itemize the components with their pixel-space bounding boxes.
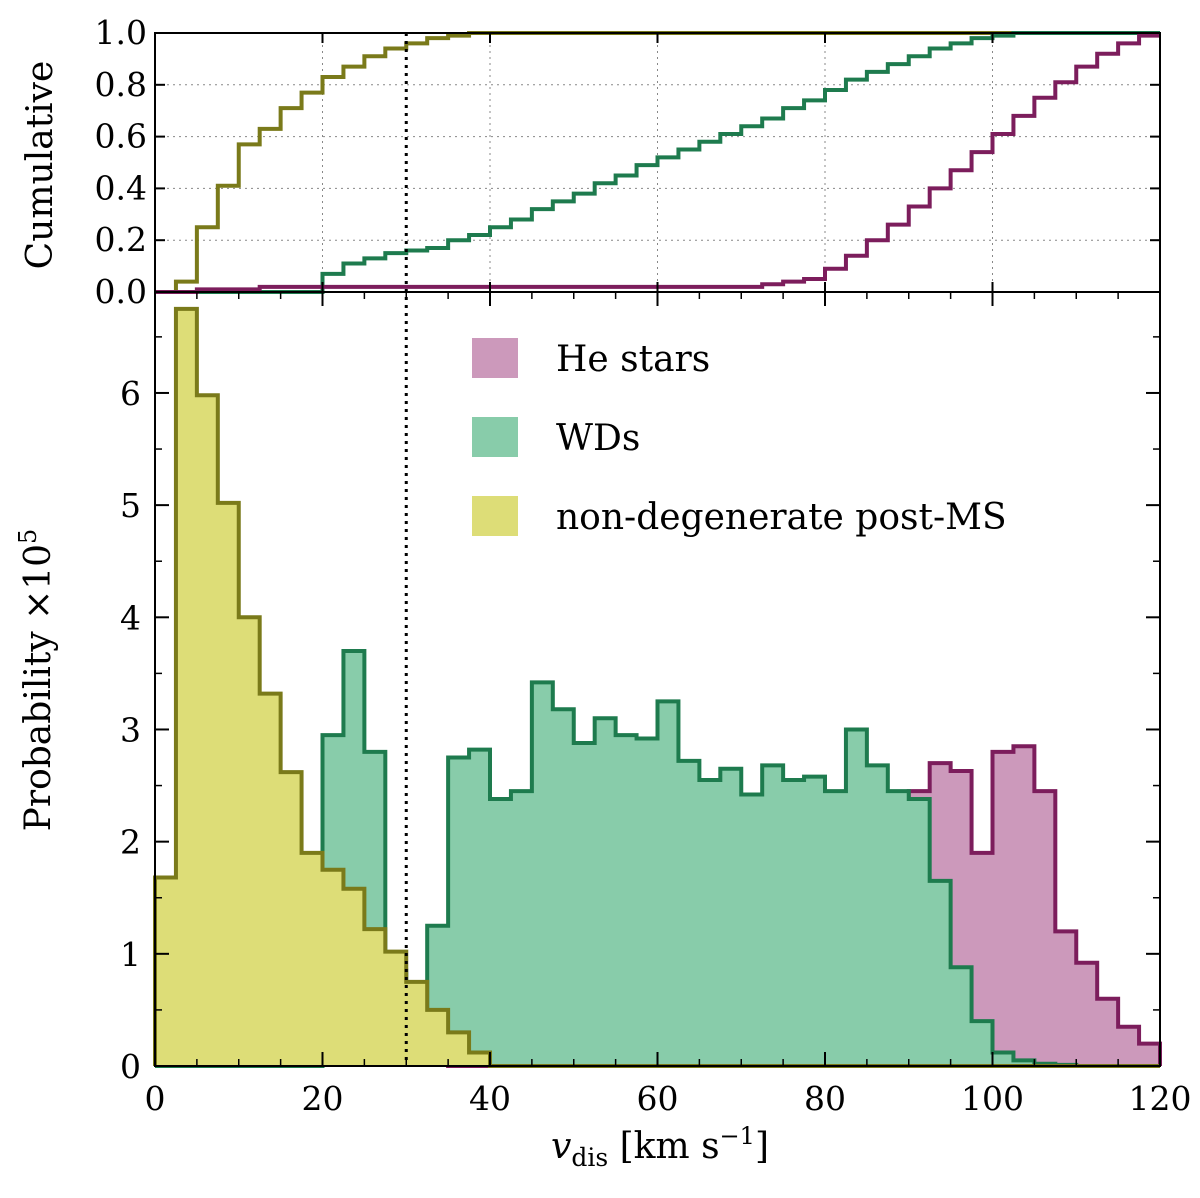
cumulative-panel: 0.0 0.2 0.4 0.6 0.8 1.0 Cumulative xyxy=(20,13,1161,311)
legend-label: non-degenerate post-MS xyxy=(556,497,1007,538)
legend-swatch xyxy=(472,496,518,536)
legend-label: WDs xyxy=(556,418,640,459)
hist-fill-wds xyxy=(155,650,1160,1066)
x-tick-label: 0 xyxy=(145,1079,166,1118)
x-tick-label: 120 xyxy=(1129,1079,1192,1118)
cumulative-ticks: 0.0 0.2 0.4 0.6 0.8 1.0 xyxy=(95,13,1161,311)
cumulative-series xyxy=(155,31,1160,294)
cumulative-y-axis-title: Cumulative xyxy=(20,61,61,270)
cumulative-y-tick-label: 0.0 xyxy=(95,272,147,311)
hist-fill-non-degenerate-post-ms xyxy=(155,308,1160,1067)
histogram-y-axis-title: Probability ×105 xyxy=(14,529,59,832)
histogram-series xyxy=(153,306,1162,1068)
x-tick-label: 40 xyxy=(469,1079,511,1118)
hist-edge-wds xyxy=(155,648,1160,1068)
cumulative-y-tick-label: 0.6 xyxy=(95,117,147,156)
x-tick-label: 20 xyxy=(302,1079,344,1118)
x-tick-label: 60 xyxy=(637,1079,679,1118)
y-tick-label: 0 xyxy=(120,1047,141,1086)
y-tick-label: 1 xyxy=(120,935,141,974)
x-axis-title: vdis [km s−1] xyxy=(551,1122,769,1172)
legend-label: He stars xyxy=(556,339,710,380)
histogram-panel: 0 20 40 60 80 100 120 0 1 2 3 4 5 6 He stars WDs non-de… xyxy=(14,291,1192,1172)
x-tick-label: 80 xyxy=(804,1079,846,1118)
legend-swatch xyxy=(472,338,518,378)
cumulative-y-tick-label: 0.4 xyxy=(95,168,147,207)
y-tick-label: 2 xyxy=(120,823,141,862)
legend: He stars WDs non-degenerate post-MS xyxy=(472,338,1007,538)
y-tick-label: 6 xyxy=(120,374,141,413)
cumulative-line-he-stars xyxy=(155,33,1160,294)
cumulative-line-wds xyxy=(155,31,1160,294)
cumulative-y-tick-label: 1.0 xyxy=(95,13,147,52)
legend-swatch xyxy=(472,417,518,457)
cumulative-y-tick-label: 0.2 xyxy=(95,220,147,259)
y-tick-label: 3 xyxy=(120,710,141,749)
y-tick-label: 4 xyxy=(120,598,141,637)
cumulative-y-tick-label: 0.8 xyxy=(95,65,147,104)
histogram-ticks: 0 20 40 60 80 100 120 0 1 2 3 4 5 6 xyxy=(120,292,1192,1118)
x-tick-label: 100 xyxy=(961,1079,1024,1118)
y-tick-label: 5 xyxy=(120,486,141,525)
